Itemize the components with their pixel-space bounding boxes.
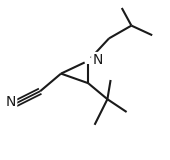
Text: N: N [92,53,103,67]
Text: N: N [92,53,103,67]
Text: N: N [6,95,16,109]
Text: N: N [6,95,16,109]
